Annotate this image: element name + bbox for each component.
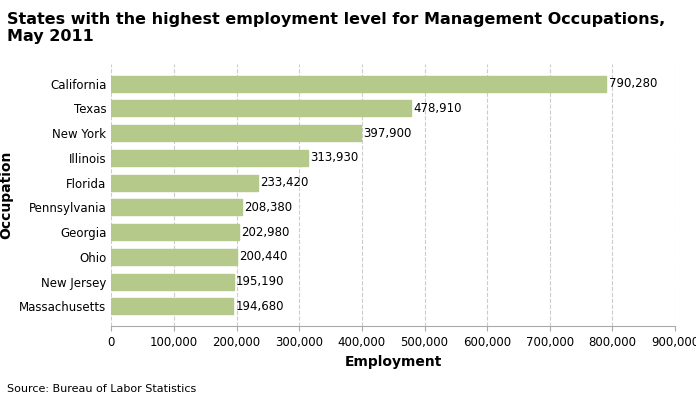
- Bar: [111, 199, 242, 215]
- Y-axis label: Occupation: Occupation: [0, 151, 14, 239]
- Bar: [111, 100, 411, 117]
- Bar: [111, 175, 258, 191]
- Bar: [111, 125, 361, 141]
- Text: 233,420: 233,420: [260, 176, 308, 189]
- Bar: [111, 249, 237, 265]
- Bar: [111, 224, 239, 240]
- Bar: [111, 76, 606, 92]
- Text: 202,980: 202,980: [241, 226, 290, 239]
- Text: 478,910: 478,910: [414, 102, 462, 115]
- Text: 208,380: 208,380: [244, 201, 292, 214]
- Text: 313,930: 313,930: [310, 151, 358, 164]
- Text: 200,440: 200,440: [239, 250, 288, 263]
- Text: 790,280: 790,280: [609, 77, 657, 90]
- Text: 397,900: 397,900: [363, 127, 411, 140]
- X-axis label: Employment: Employment: [345, 355, 442, 369]
- Text: 195,190: 195,190: [236, 275, 285, 288]
- Bar: [111, 298, 233, 314]
- Bar: [111, 150, 308, 166]
- Bar: [111, 273, 234, 290]
- Text: Source: Bureau of Labor Statistics: Source: Bureau of Labor Statistics: [7, 384, 196, 394]
- Text: 194,680: 194,680: [236, 300, 284, 313]
- Text: States with the highest employment level for Management Occupations, May 2011: States with the highest employment level…: [7, 12, 665, 44]
